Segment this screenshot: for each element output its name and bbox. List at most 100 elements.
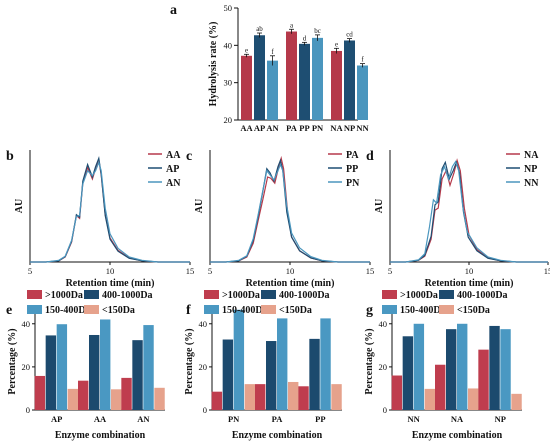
series-line	[210, 162, 370, 263]
x-category-label: NN	[408, 414, 421, 424]
legend-label: AA	[166, 150, 181, 161]
y-tick-label: 40	[199, 319, 208, 329]
legend-swatch	[439, 290, 454, 299]
x-category-label: NA	[451, 414, 464, 424]
legend-label: <150Da	[457, 305, 490, 316]
x-category-label: PA	[272, 414, 284, 424]
bar	[435, 364, 446, 410]
legend-label: >1000Da	[45, 290, 83, 301]
y-tick-label: 0	[26, 405, 30, 415]
x-category-label: PP	[299, 123, 309, 133]
legend-swatch	[204, 290, 219, 299]
x-category-label: AA	[240, 123, 253, 133]
legend-swatch	[382, 305, 397, 314]
series-line	[390, 160, 548, 263]
bar	[511, 393, 522, 410]
bar	[121, 377, 132, 410]
bar	[402, 336, 414, 410]
x-axis-title: Enzyme combination	[55, 430, 146, 441]
legend-label: NP	[524, 164, 537, 175]
x-category-label: PN	[228, 414, 240, 424]
legend-label: >1000Da	[400, 290, 438, 301]
panel-label-e: e	[6, 303, 12, 318]
x-category-label: AN	[266, 123, 279, 133]
y-axis-title: Hydrolysis rate (%)	[208, 22, 219, 107]
legend-swatch	[84, 290, 99, 299]
legend-label: <150Da	[102, 305, 135, 316]
bar	[500, 329, 511, 410]
y-tick-label: 20	[199, 362, 208, 372]
x-tick-label: 5	[28, 266, 32, 276]
series-line	[390, 160, 548, 263]
bar	[222, 339, 234, 410]
bar	[254, 35, 265, 120]
bar	[478, 349, 489, 410]
y-axis-title: AU	[194, 199, 205, 213]
legend-label: PP	[346, 164, 358, 175]
y-tick-label: 20	[22, 362, 31, 372]
legend-label: NN	[524, 178, 539, 189]
bar	[56, 324, 68, 410]
y-tick-label: 20	[379, 362, 388, 372]
bar	[154, 387, 165, 410]
bar	[309, 338, 320, 410]
panel-label-d: d	[366, 149, 374, 164]
legend-label: PA	[346, 150, 359, 161]
legend-label: >1000Da	[222, 290, 260, 301]
x-category-label: PP	[315, 414, 325, 424]
bar	[286, 31, 297, 120]
y-axis-title: Percentage (%)	[184, 328, 195, 394]
bar	[266, 341, 277, 410]
y-axis-title: AU	[14, 199, 25, 213]
x-axis-title: Retention time (min)	[66, 278, 155, 289]
x-category-label: PN	[312, 123, 324, 133]
series-line	[390, 158, 548, 263]
legend-label: 150-400Da	[222, 305, 268, 316]
y-axis-title: Percentage (%)	[7, 328, 18, 394]
x-tick-label: 10	[286, 266, 295, 276]
y-tick-label: 20	[224, 115, 233, 125]
panel-label-f: f	[186, 303, 191, 318]
bar	[143, 325, 154, 410]
mw-distribution-chart-f: 0 20 40 Percentage (%) Enzyme combination PN P…	[184, 290, 342, 441]
hydrolysis-rate-chart: 20 30 40 50 Hydrolysis rate (%) e AA ab AP f AN a PA…	[208, 3, 369, 133]
legend-label: <150Da	[279, 305, 312, 316]
bar	[312, 37, 323, 120]
x-category-label: NN	[356, 123, 369, 133]
bar	[211, 391, 223, 410]
bar	[457, 323, 468, 410]
bar	[132, 340, 143, 410]
significance-label: f	[271, 48, 274, 56]
bar	[277, 318, 288, 410]
legend-label: AP	[166, 164, 179, 175]
y-tick-label: 40	[22, 319, 31, 329]
significance-label: e	[245, 46, 248, 54]
x-tick-label: 5	[208, 266, 212, 276]
bar	[331, 50, 342, 120]
legend-swatch	[439, 305, 454, 314]
legend-label: NA	[524, 150, 539, 161]
bar	[111, 389, 122, 410]
significance-label: bc	[314, 27, 321, 35]
y-tick-label: 0	[203, 405, 207, 415]
legend-swatch	[382, 290, 397, 299]
x-tick-label: 15	[544, 266, 550, 276]
bar	[320, 318, 331, 410]
panel-label-b: b	[6, 149, 14, 164]
significance-label: a	[290, 21, 294, 29]
x-tick-label: 5	[388, 266, 392, 276]
x-category-label: AA	[94, 414, 107, 424]
significance-label: d	[303, 34, 307, 42]
bar	[78, 380, 89, 410]
y-axis-title: Percentage (%)	[364, 328, 375, 394]
mw-distribution-chart-g: 0 20 40 Percentage (%) Enzyme combination NN N…	[364, 290, 522, 441]
legend-label: 150-400Da	[400, 305, 446, 316]
x-axis-title: Enzyme combination	[412, 430, 503, 441]
significance-label: ab	[256, 25, 263, 33]
bar	[100, 319, 111, 410]
y-tick-label: 40	[379, 319, 388, 329]
y-axis-title: AU	[374, 199, 385, 213]
x-tick-label: 10	[465, 266, 474, 276]
bar	[391, 375, 403, 410]
